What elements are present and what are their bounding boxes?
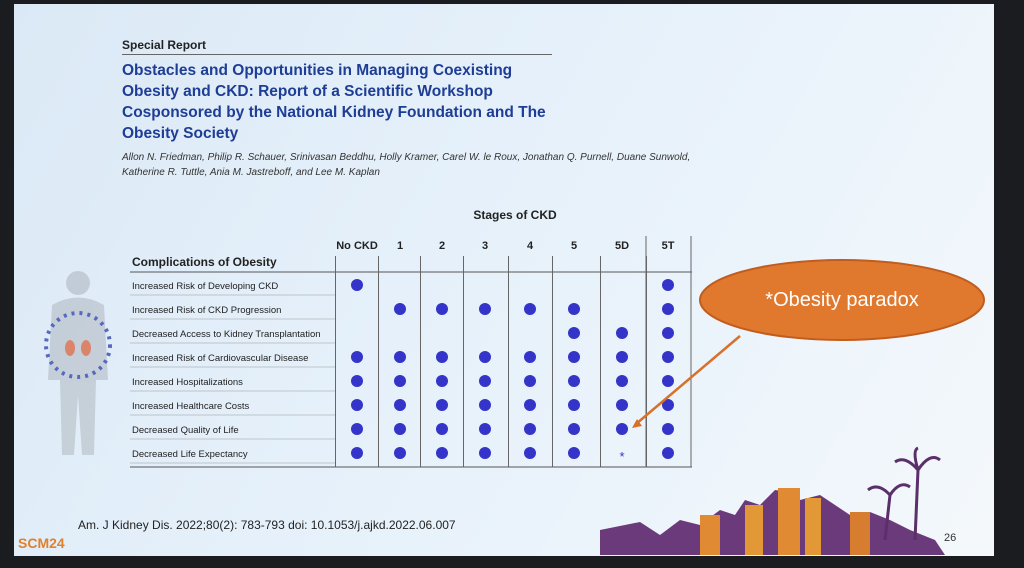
row-header: Complications of Obesity: [132, 255, 277, 269]
dot: [524, 303, 536, 315]
dot: [662, 279, 674, 291]
dot: [394, 303, 406, 315]
dot: [662, 375, 674, 387]
dot: [662, 423, 674, 435]
dot: [616, 399, 628, 411]
dot: [568, 399, 580, 411]
dot: [479, 351, 491, 363]
dot: [616, 375, 628, 387]
dot: [436, 303, 448, 315]
dot: [394, 351, 406, 363]
dot: [568, 351, 580, 363]
dot: [616, 423, 628, 435]
page-number: 26: [944, 532, 957, 544]
logo: SCM24: [18, 535, 65, 551]
dot: [616, 351, 628, 363]
dot: [479, 423, 491, 435]
dot: [479, 303, 491, 315]
dot: [436, 447, 448, 459]
callout-arrow: [635, 335, 741, 425]
column-header: 5T: [662, 240, 675, 252]
row-label: Decreased Access to Kidney Transplantati…: [132, 329, 321, 340]
dot: [479, 399, 491, 411]
dot: [662, 351, 674, 363]
dot: [351, 423, 363, 435]
dot: [436, 375, 448, 387]
dot: [394, 447, 406, 459]
row-label: Decreased Quality of Life: [132, 425, 239, 436]
dot: [524, 375, 536, 387]
dot: [351, 399, 363, 411]
column-header: 1: [397, 240, 403, 252]
authors: Allon N. Friedman, Philip R. Schauer, Sr…: [122, 152, 691, 178]
dot: [524, 423, 536, 435]
dot: [351, 351, 363, 363]
dot: [662, 399, 674, 411]
skyline: [600, 446, 945, 555]
dot: [436, 399, 448, 411]
dot: [394, 375, 406, 387]
dot: [616, 327, 628, 339]
row-label: Increased Risk of Developing CKD: [132, 281, 278, 292]
dot: [436, 351, 448, 363]
callout-bubble: [699, 259, 985, 341]
dot: [351, 447, 363, 459]
callout: *Obesity paradox: [632, 259, 985, 428]
dot: [568, 375, 580, 387]
callout-text: *Obesity paradox: [765, 289, 918, 311]
dot: [662, 327, 674, 339]
dot: [524, 447, 536, 459]
group-header: Stages of CKD: [473, 208, 557, 222]
row-label: Increased Risk of CKD Progression: [132, 305, 281, 316]
column-header: 2: [439, 240, 445, 252]
dot: [436, 423, 448, 435]
dot: [662, 447, 674, 459]
body-icon: [44, 271, 112, 455]
dot: [394, 399, 406, 411]
dot: [479, 447, 491, 459]
column-header: 3: [482, 240, 488, 252]
column-header: No CKD: [336, 240, 378, 252]
column-header: 5D: [615, 240, 629, 252]
dot: [662, 303, 674, 315]
dot: [568, 303, 580, 315]
title: Obstacles and Opportunities in Managing …: [122, 62, 546, 142]
table: Stages of CKD Complications of Obesity No …: [130, 208, 692, 468]
column-header: 5: [571, 240, 577, 252]
dot: [568, 423, 580, 435]
dot: [351, 375, 363, 387]
dot: [351, 279, 363, 291]
citation: Am. J Kidney Dis. 2022;80(2): 783-793 do…: [78, 518, 456, 532]
arrow-head: [632, 419, 642, 428]
row-label: Increased Hospitalizations: [132, 377, 243, 388]
cell-mark: *: [619, 449, 624, 464]
dot: [568, 327, 580, 339]
column-header: 4: [527, 240, 534, 252]
dot: [479, 375, 491, 387]
row-label: Increased Risk of Cardiovascular Disease: [132, 353, 308, 364]
dot: [394, 423, 406, 435]
section-label: Special Report: [122, 38, 552, 55]
dot: [524, 351, 536, 363]
row-label: Increased Healthcare Costs: [132, 401, 249, 412]
dot: [524, 399, 536, 411]
row-label: Decreased Life Expectancy: [132, 449, 248, 460]
dot: [568, 447, 580, 459]
